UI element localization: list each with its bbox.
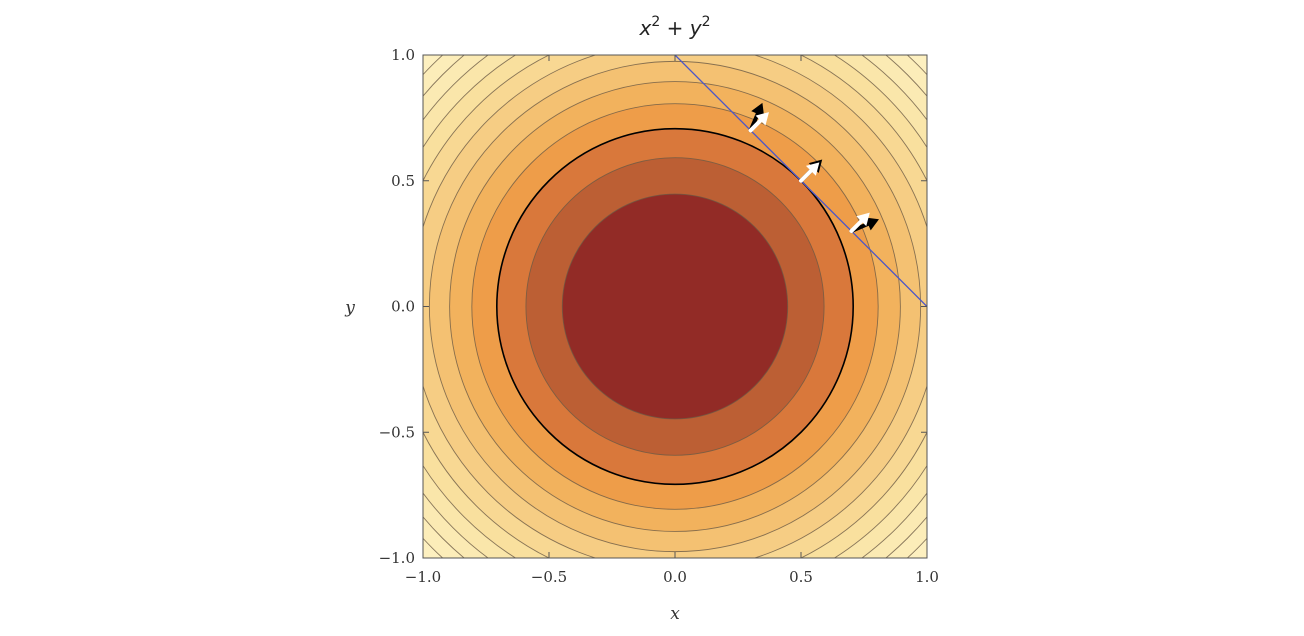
arrow-head bbox=[865, 217, 879, 231]
contour-bands bbox=[423, 55, 927, 558]
y-tick-label: −0.5 bbox=[379, 423, 415, 441]
contour-line bbox=[561, 193, 789, 420]
y-axis-ticks: −1.0 −0.5 0.0 0.5 1.0 bbox=[379, 46, 927, 567]
y-tick-label: −1.0 bbox=[379, 549, 415, 567]
highlighted-contour bbox=[496, 127, 854, 486]
constraint-gradient-arrow bbox=[799, 162, 820, 183]
x-tick-label: −1.0 bbox=[405, 568, 441, 586]
x-tick-label: 0.5 bbox=[789, 568, 813, 586]
arrow-head bbox=[755, 112, 769, 126]
constraint-gradient-arrow bbox=[849, 212, 870, 234]
contour-line bbox=[525, 157, 825, 456]
x-tick-label: 0.0 bbox=[663, 568, 687, 586]
contour-line bbox=[471, 103, 879, 510]
arrow-head bbox=[751, 102, 765, 117]
y-tick-label: 1.0 bbox=[391, 46, 415, 64]
gradient-arrow-layer bbox=[748, 102, 879, 234]
arrow-head bbox=[856, 212, 870, 227]
x-tick-label: 1.0 bbox=[915, 568, 939, 586]
contour-line bbox=[428, 60, 922, 553]
chart-title: x2 + y2 bbox=[638, 14, 710, 40]
arrow-head bbox=[805, 162, 820, 176]
x-axis-ticks: −1.0 −0.5 0.0 0.5 1.0 bbox=[405, 55, 939, 586]
contour-band bbox=[562, 194, 788, 419]
x-axis-label: x bbox=[670, 604, 680, 624]
x-tick-label: −0.5 bbox=[531, 568, 567, 586]
y-axis-label: y bbox=[344, 298, 355, 318]
y-tick-label: 0.0 bbox=[391, 298, 415, 316]
y-tick-label: 0.5 bbox=[391, 172, 415, 190]
contour-line bbox=[449, 81, 901, 532]
constraint-gradient-arrow bbox=[748, 112, 769, 133]
highlighted-contour-layer bbox=[496, 127, 854, 486]
